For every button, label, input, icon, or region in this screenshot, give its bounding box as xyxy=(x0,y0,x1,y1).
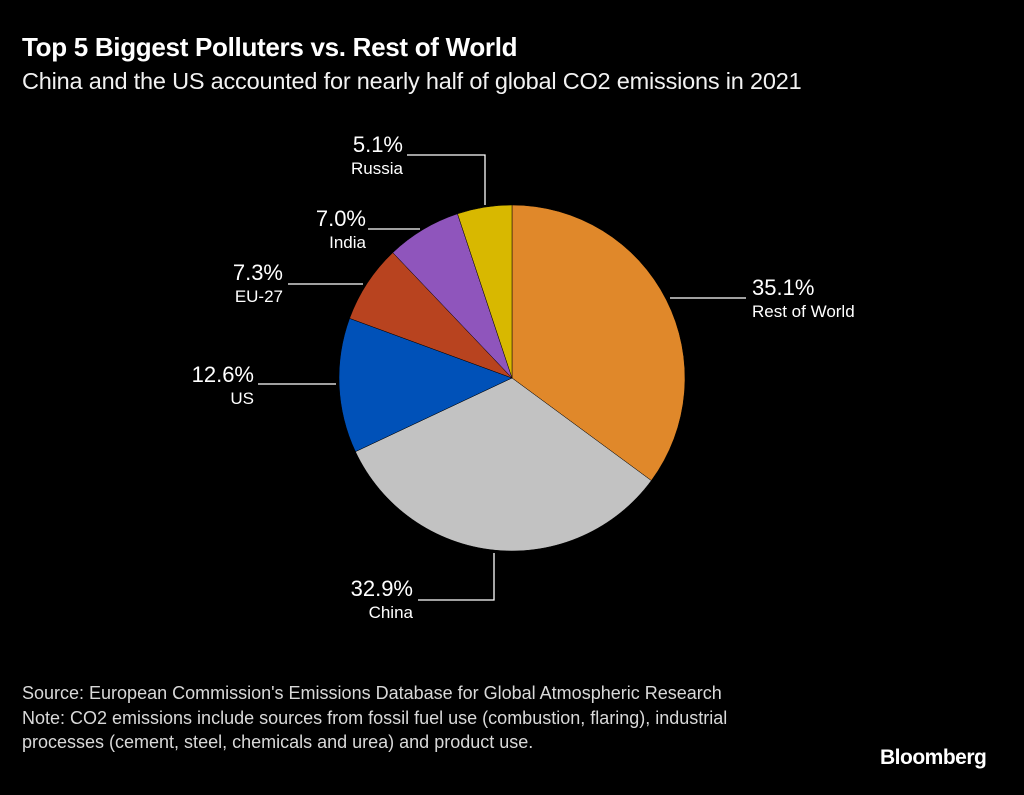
slice-value: 32.9% xyxy=(350,576,413,601)
slice-name: India xyxy=(329,233,366,252)
chart-subtitle: China and the US accounted for nearly ha… xyxy=(22,68,802,94)
pie-slice-china xyxy=(355,377,652,552)
label-india: 7.0% India xyxy=(316,206,366,254)
footer: Source: European Commission's Emissions … xyxy=(22,681,802,755)
slice-value: 12.6% xyxy=(191,362,254,387)
pie-slice-us xyxy=(338,318,513,452)
slice-name: China xyxy=(368,603,413,622)
label-us: 12.6% US xyxy=(192,362,254,410)
slice-name: Rest of World xyxy=(752,302,855,321)
methodology-note: Note: CO2 emissions include sources from… xyxy=(22,707,728,753)
source-note: Source: European Commission's Emissions … xyxy=(22,683,722,703)
leader-line-russia xyxy=(407,154,486,205)
slice-value: 7.3% xyxy=(232,260,283,285)
pie-slice-rest-of-world xyxy=(511,204,686,481)
leader-line-china xyxy=(418,553,495,601)
label-rest-of-world: 35.1% Rest of World xyxy=(752,275,855,323)
slice-name: EU-27 xyxy=(234,287,283,306)
label-eu27: 7.3% EU-27 xyxy=(233,260,283,308)
slice-value: 35.1% xyxy=(752,275,815,300)
slice-name: Russia xyxy=(351,159,403,178)
label-china: 32.9% China xyxy=(351,576,413,624)
slice-value: 7.0% xyxy=(315,206,366,231)
slice-name: US xyxy=(230,389,254,408)
slice-value: 5.1% xyxy=(352,132,403,157)
bloomberg-logo: Bloomberg xyxy=(880,746,987,769)
chart-title: Top 5 Biggest Polluters vs. Rest of Worl… xyxy=(22,32,518,62)
label-russia: 5.1% Russia xyxy=(351,132,403,180)
pie-slice-russia xyxy=(457,204,513,379)
